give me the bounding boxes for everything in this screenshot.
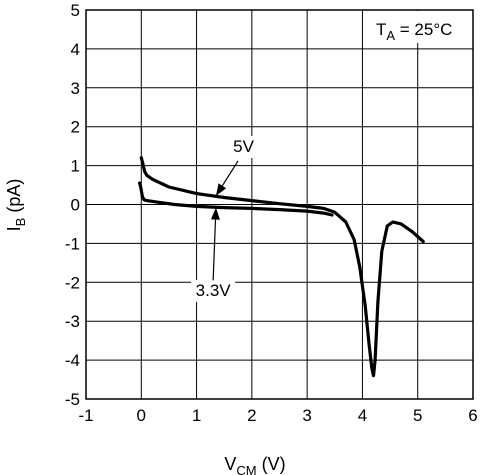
condition-main: T <box>376 20 386 39</box>
y-tick-label: 1 <box>71 157 80 176</box>
y-tick-label: -2 <box>65 273 80 292</box>
y-tick-label: 0 <box>71 196 80 215</box>
y-axis-label: IB (pA) <box>4 179 28 232</box>
y-tick-labels: -5 -4 -3 -2 -1 0 1 2 3 4 5 <box>65 1 80 409</box>
y-axis-label-sub: B <box>13 218 28 227</box>
x-axis-label: VCM (V) <box>224 454 285 475</box>
x-tick-label: 0 <box>137 406 146 425</box>
y-tick-label: 3 <box>71 79 80 98</box>
x-tick-label: 4 <box>358 406 367 425</box>
y-tick-label: 4 <box>71 40 80 59</box>
annotation-3-3v: 3.3V <box>196 281 232 300</box>
annotation-bg-5v <box>221 135 266 158</box>
x-axis-label-unit: (V) <box>257 454 286 474</box>
y-axis-label-main: I <box>4 226 24 231</box>
x-tick-label: 3 <box>302 406 311 425</box>
x-tick-label: 1 <box>192 406 201 425</box>
x-axis-label-sub: CM <box>236 463 256 475</box>
y-tick-label: -5 <box>65 390 80 409</box>
y-tick-label: 5 <box>71 1 80 20</box>
series-line-5v <box>139 156 425 378</box>
x-tick-label: -1 <box>78 406 93 425</box>
curve-annotations: 5V 3.3V <box>191 135 266 302</box>
svg-text:TA = 25°C: TA = 25°C <box>376 20 452 43</box>
y-tick-label: -1 <box>65 234 80 253</box>
x-tick-labels: -1 0 1 2 3 4 5 6 <box>78 406 477 425</box>
temperature-condition: TA = 25°C <box>368 11 472 43</box>
annotation-arrowhead-3-3v <box>210 207 220 220</box>
annotation-5v: 5V <box>233 137 254 156</box>
x-tick-label: 5 <box>413 406 422 425</box>
y-tick-label: -4 <box>65 351 80 370</box>
y-axis-label-unit: (pA) <box>4 179 24 218</box>
plot-frame <box>85 9 474 400</box>
x-tick-label: 6 <box>468 406 477 425</box>
condition-rest: = 25°C <box>395 20 452 39</box>
y-tick-label: 2 <box>71 118 80 137</box>
annotation-arrow-3-3v <box>212 219 217 281</box>
y-tick-label: -3 <box>65 312 80 331</box>
annotation-bg-3-3v <box>191 279 236 302</box>
annotation-arrow-5v <box>221 160 239 187</box>
x-axis-label-main: V <box>224 454 236 474</box>
data-curves <box>138 156 425 378</box>
annotation-arrowhead-5v <box>215 183 227 196</box>
x-tick-label: 2 <box>247 406 256 425</box>
condition-sub: A <box>386 28 395 43</box>
series-line-3-3v <box>138 181 334 217</box>
